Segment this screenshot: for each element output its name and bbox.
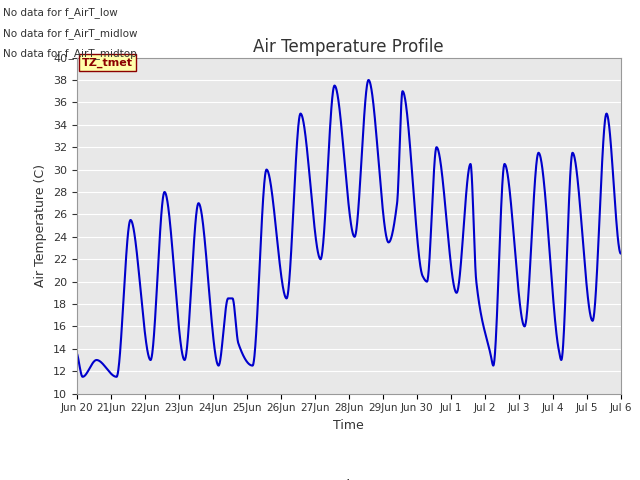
Text: No data for f_AirT_low: No data for f_AirT_low [3, 7, 118, 18]
Legend: AirT 22m: AirT 22m [298, 474, 399, 480]
Text: TZ_tmet: TZ_tmet [82, 58, 133, 68]
Text: No data for f_AirT_midlow: No data for f_AirT_midlow [3, 28, 138, 39]
X-axis label: Time: Time [333, 419, 364, 432]
Text: No data for f_AirT_midtop: No data for f_AirT_midtop [3, 48, 137, 60]
Y-axis label: Air Temperature (C): Air Temperature (C) [35, 164, 47, 287]
Title: Air Temperature Profile: Air Temperature Profile [253, 38, 444, 56]
